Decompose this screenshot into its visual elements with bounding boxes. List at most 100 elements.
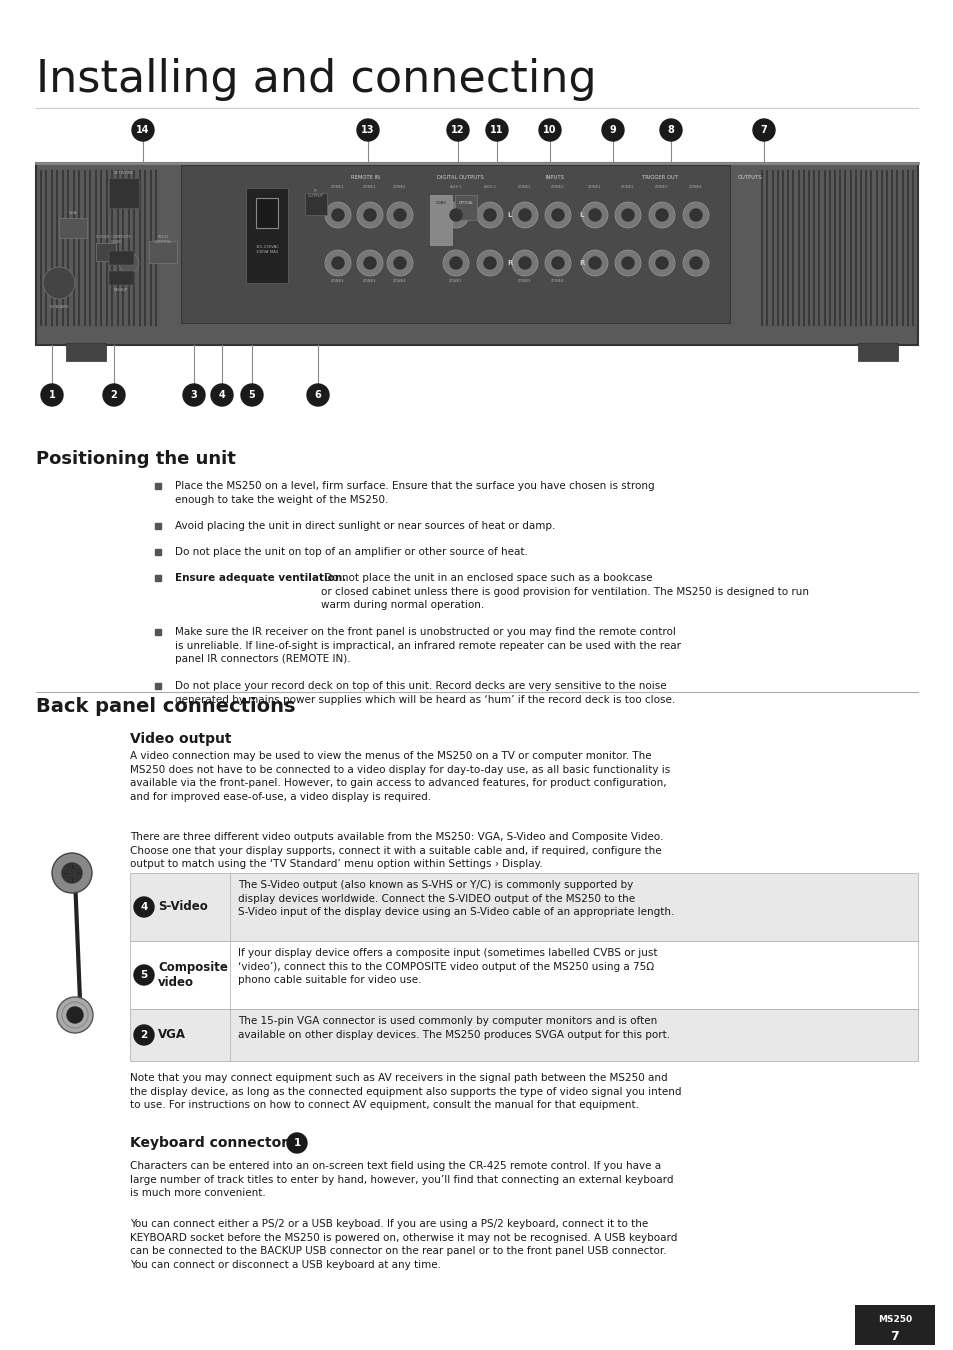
Circle shape	[621, 256, 634, 269]
Circle shape	[287, 1133, 307, 1153]
Text: R: R	[507, 261, 512, 266]
Text: TRIGGER OUT: TRIGGER OUT	[641, 176, 678, 180]
Text: MS250: MS250	[877, 1315, 911, 1324]
Circle shape	[512, 250, 537, 275]
Bar	[246, 188, 288, 284]
Text: The S-Video output (also known as S-VHS or Y/C) is commonly supported by
display: The S-Video output (also known as S-VHS …	[237, 880, 674, 917]
Text: If your display device offers a composite input (sometimes labelled CVBS or just: If your display device offers a composit…	[237, 948, 657, 986]
Circle shape	[689, 256, 701, 269]
Bar	[96, 243, 116, 261]
Circle shape	[356, 202, 382, 228]
Bar	[130, 1008, 917, 1061]
Text: Back panel connections: Back panel connections	[36, 697, 295, 716]
Text: ZONE4: ZONE4	[393, 279, 406, 284]
Text: 4: 4	[218, 390, 225, 400]
Circle shape	[43, 267, 75, 298]
Text: ZONE4: ZONE4	[551, 279, 564, 284]
Text: 5: 5	[249, 390, 255, 400]
Text: ZONE1: ZONE1	[363, 185, 376, 189]
Bar	[154, 522, 161, 529]
Circle shape	[211, 383, 233, 406]
Bar	[154, 629, 161, 634]
Circle shape	[307, 383, 329, 406]
Circle shape	[447, 119, 469, 140]
Text: ZONE3: ZONE3	[517, 279, 531, 284]
Text: 11: 11	[490, 126, 503, 135]
Circle shape	[483, 209, 496, 221]
Bar	[66, 343, 106, 360]
Circle shape	[682, 202, 708, 228]
Text: COAX: COAX	[435, 201, 446, 205]
Text: Do not place your record deck on top of this unit. Record decks are very sensiti: Do not place your record deck on top of …	[174, 680, 675, 705]
Bar	[154, 683, 161, 688]
Text: 1: 1	[49, 390, 55, 400]
Bar	[109, 178, 139, 208]
Text: ZONE2: ZONE2	[393, 185, 406, 189]
Text: The 15-pin VGA connector is used commonly by computer monitors and is often
avai: The 15-pin VGA connector is used commonl…	[237, 1017, 669, 1040]
Circle shape	[518, 256, 531, 269]
Circle shape	[621, 209, 634, 221]
Circle shape	[476, 250, 502, 275]
Text: Installing and connecting: Installing and connecting	[36, 58, 596, 101]
Text: VGA: VGA	[158, 1029, 186, 1041]
Circle shape	[442, 250, 469, 275]
Text: IR
OUTPUT: IR OUTPUT	[308, 189, 324, 197]
Text: ZONE4: ZONE4	[688, 185, 702, 189]
Bar	[36, 163, 917, 346]
Circle shape	[387, 202, 413, 228]
Text: Ensure adequate ventilation.: Ensure adequate ventilation.	[174, 572, 346, 583]
Bar	[154, 483, 161, 489]
Text: RS232
CONTROL: RS232 CONTROL	[154, 235, 172, 243]
Circle shape	[615, 250, 640, 275]
Circle shape	[544, 202, 571, 228]
Bar	[130, 873, 917, 941]
Text: AUX 2: AUX 2	[483, 185, 496, 189]
Circle shape	[450, 209, 461, 221]
Text: KEYBOARD: KEYBOARD	[50, 305, 69, 309]
Bar	[154, 549, 161, 555]
Bar	[181, 165, 729, 323]
Text: A video connection may be used to view the menus of the MS250 on a TV or compute: A video connection may be used to view t…	[130, 751, 670, 802]
Text: 3: 3	[191, 390, 197, 400]
Circle shape	[485, 119, 507, 140]
Circle shape	[552, 209, 563, 221]
Text: Keyboard connector: Keyboard connector	[130, 1135, 288, 1150]
Circle shape	[325, 202, 351, 228]
Text: Video output: Video output	[130, 732, 232, 747]
Text: ZONE1: ZONE1	[331, 185, 344, 189]
Text: 115-230VAC
100VA MAX: 115-230VAC 100VA MAX	[254, 244, 278, 254]
Bar	[130, 941, 917, 1008]
Circle shape	[183, 383, 205, 406]
Circle shape	[752, 119, 774, 140]
Circle shape	[648, 250, 675, 275]
Circle shape	[41, 383, 63, 406]
Text: 8: 8	[667, 126, 674, 135]
Text: Avoid placing the unit in direct sunlight or near sources of heat or damp.: Avoid placing the unit in direct sunligh…	[174, 521, 555, 531]
Circle shape	[483, 256, 496, 269]
Text: 1: 1	[294, 1138, 300, 1148]
Text: 4: 4	[140, 902, 148, 913]
Bar	[255, 198, 277, 228]
Text: REMOTE IN: REMOTE IN	[350, 176, 379, 180]
Text: OUTPUTS: OUTPUTS	[737, 176, 761, 180]
Circle shape	[659, 119, 681, 140]
Text: R: R	[578, 261, 584, 266]
Circle shape	[544, 250, 571, 275]
Text: Characters can be entered into an on-screen text field using the CR-425 remote c: Characters can be entered into an on-scr…	[130, 1161, 673, 1199]
Circle shape	[103, 383, 125, 406]
Circle shape	[656, 256, 667, 269]
Text: OPTICAL: OPTICAL	[458, 201, 473, 205]
Text: L: L	[507, 212, 512, 217]
Circle shape	[332, 256, 344, 269]
Circle shape	[356, 250, 382, 275]
Text: L: L	[579, 212, 583, 217]
Text: VGA: VGA	[69, 211, 77, 215]
Text: Do not place the unit in an enclosed space such as a bookcase
or closed cabinet : Do not place the unit in an enclosed spa…	[320, 572, 808, 610]
Text: 13: 13	[361, 126, 375, 135]
Circle shape	[615, 202, 640, 228]
Text: 12: 12	[451, 126, 464, 135]
Text: video: video	[158, 976, 193, 990]
Bar	[109, 251, 133, 265]
Text: S-VIDEO  COMPOSITE
       VIDEO: S-VIDEO COMPOSITE VIDEO	[95, 235, 131, 243]
Text: ZONE1: ZONE1	[449, 279, 462, 284]
